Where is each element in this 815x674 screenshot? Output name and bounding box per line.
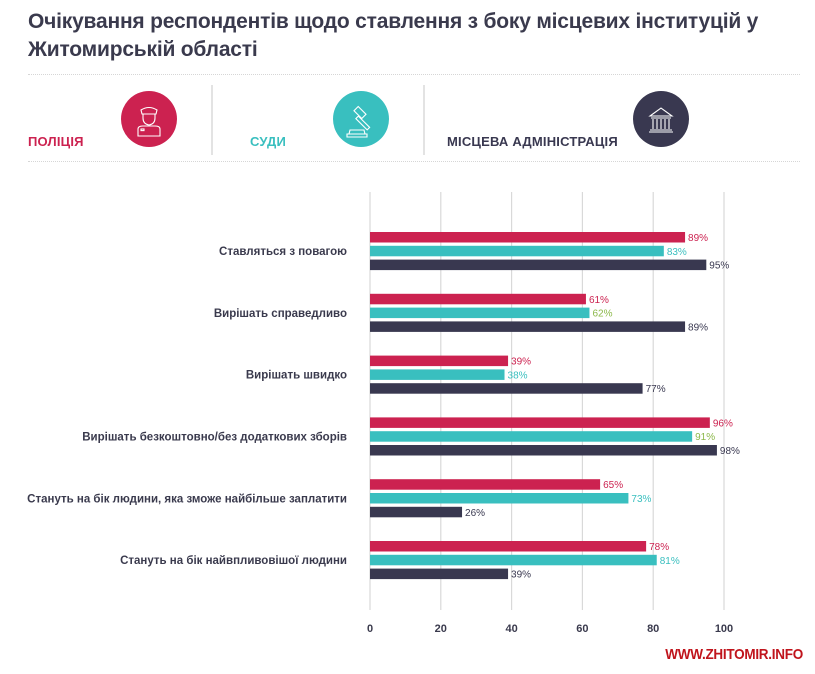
x-axis-tick-labels: 0 20 40 60 80 100 bbox=[367, 623, 733, 635]
legend-label-courts: СУДИ bbox=[250, 134, 287, 149]
value-label: 77% bbox=[646, 384, 666, 395]
x-tick-label: 40 bbox=[505, 623, 517, 635]
bar bbox=[370, 554, 657, 566]
bar bbox=[370, 541, 647, 552]
bar bbox=[370, 506, 463, 518]
category-label: Стануть на бік людини, яка зможе найбіль… bbox=[27, 493, 347, 505]
government-building-icon bbox=[633, 91, 689, 147]
category-label: Стануть на бік найвпливовішої людини bbox=[120, 555, 347, 567]
bar-chart: 89%83%95%61%62%89%39%38%77%96%91%98%65%7… bbox=[27, 192, 740, 635]
page-title: Очікування респондентів щодо ставлення з… bbox=[28, 10, 759, 61]
bar bbox=[370, 493, 629, 504]
value-label: 73% bbox=[631, 494, 651, 505]
x-tick-label: 0 bbox=[367, 623, 373, 635]
bar bbox=[370, 232, 686, 243]
bar bbox=[370, 445, 717, 456]
bar bbox=[370, 259, 707, 271]
x-tick-label: 100 bbox=[715, 623, 733, 635]
category-label: Вирішать справедливо bbox=[214, 308, 347, 320]
gavel-icon bbox=[333, 91, 389, 147]
value-label: 98% bbox=[720, 446, 740, 457]
bar bbox=[370, 293, 586, 305]
value-label: 39% bbox=[511, 357, 531, 368]
bar bbox=[370, 355, 509, 367]
value-label: 61% bbox=[589, 295, 609, 306]
x-tick-label: 60 bbox=[576, 623, 588, 635]
category-label: Вирішать швидко bbox=[246, 370, 347, 382]
category-label: Вирішать безкоштовно/без додаткових збор… bbox=[82, 431, 347, 443]
value-label: 81% bbox=[660, 556, 680, 567]
divider-top bbox=[28, 74, 800, 75]
bar bbox=[370, 369, 505, 380]
x-tick-label: 80 bbox=[647, 623, 659, 635]
bar bbox=[370, 479, 601, 490]
value-label: 38% bbox=[508, 370, 528, 381]
value-label: 39% bbox=[511, 570, 531, 581]
category-labels: Ставляться з повагою Вирішать справедливо… bbox=[27, 246, 347, 567]
value-label: 96% bbox=[713, 418, 733, 429]
bar bbox=[370, 568, 509, 580]
category-label: Ставляться з повагою bbox=[219, 246, 347, 258]
watermark: WWW.ZHITOMIR.INFO bbox=[665, 646, 803, 663]
bar bbox=[370, 417, 710, 428]
bar bbox=[370, 321, 686, 332]
police-officer-icon bbox=[121, 91, 177, 147]
value-label: 78% bbox=[649, 542, 669, 553]
bar bbox=[370, 307, 590, 319]
value-label: 26% bbox=[465, 508, 485, 519]
legend-separator bbox=[423, 85, 425, 155]
bar bbox=[370, 383, 643, 394]
value-label: 91% bbox=[695, 432, 715, 443]
value-label: 89% bbox=[688, 233, 708, 244]
value-label: 83% bbox=[667, 247, 687, 258]
value-label: 62% bbox=[592, 309, 612, 320]
divider-bottom bbox=[28, 161, 800, 162]
bar bbox=[370, 431, 693, 442]
bar bbox=[370, 245, 664, 257]
value-label: 95% bbox=[709, 261, 729, 272]
value-label: 89% bbox=[688, 322, 708, 333]
value-label: 65% bbox=[603, 480, 623, 491]
bars: 89%83%95%61%62%89%39%38%77%96%91%98%65%7… bbox=[370, 232, 740, 581]
legend-label-police: ПОЛІЦІЯ bbox=[28, 134, 84, 149]
legend-separator bbox=[211, 85, 213, 155]
legend-label-administration: МІСЦЕВА АДМІНІСТРАЦІЯ bbox=[447, 134, 618, 149]
x-tick-label: 20 bbox=[435, 623, 447, 635]
